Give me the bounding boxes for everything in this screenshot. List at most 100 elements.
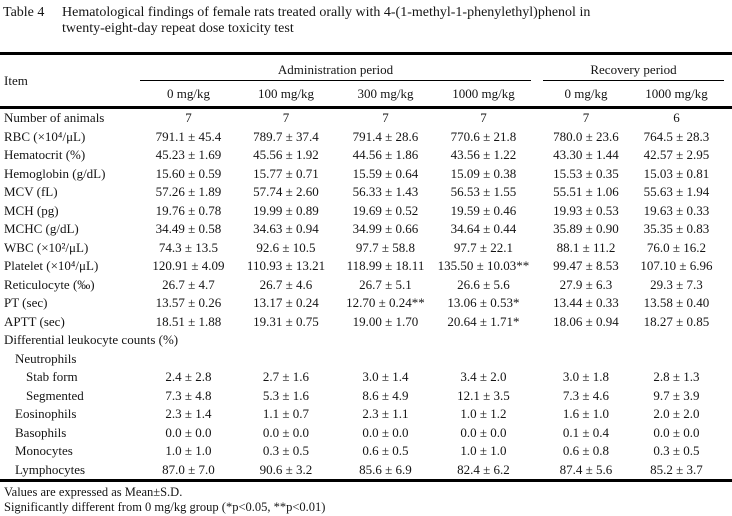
cell-value: 35.89 ± 0.90: [553, 221, 619, 237]
cell-value: 1.1 ± 0.7: [262, 406, 310, 422]
cell-value: 19.69 ± 0.52: [352, 202, 419, 218]
column-gap: [531, 442, 543, 461]
table-row: MCHC (g/dL) 34.49 ± 0.58 34.63 ± 0.94 34.99…: [0, 220, 732, 239]
cell-value: 2.7 ± 1.6: [262, 369, 310, 385]
table-row: Eosinophils 2.3 ± 1.4 1.1 ± 0.7 2.3 ± 1.1 1.…: [0, 405, 732, 424]
cell-value: 13.06 ± 0.53*: [447, 295, 520, 311]
right-margin: [724, 202, 732, 221]
cell-value: 57.74 ± 2.60: [253, 184, 319, 200]
cell-value: 26.7 ± 5.1: [359, 276, 412, 292]
cell-value: 135.50 ± 10.03**: [437, 258, 530, 274]
cell-value: [237, 331, 335, 350]
dose-header-admin-300: 300 mg/kg: [335, 80, 436, 109]
cell-value: 43.30 ± 1.44: [553, 147, 619, 163]
cell-value: 56.33 ± 1.43: [352, 184, 419, 200]
cell-value: 34.63 ± 0.94: [253, 221, 319, 237]
column-gap: [531, 350, 543, 369]
cell-value: 5.3 ± 1.6: [262, 387, 310, 403]
cell-value: 13.57 ± 0.26: [155, 295, 222, 311]
cell-value: 85.6 ± 6.9: [335, 460, 436, 482]
cell-value: 780.0 ± 23.6: [553, 128, 619, 144]
table-header: Item Administration period Recovery peri…: [0, 53, 732, 109]
column-gap: [531, 405, 543, 424]
cell-value: [543, 350, 629, 369]
right-margin: [724, 146, 732, 165]
cell-value: 18.51 ± 1.88: [155, 313, 222, 329]
row-label: Eosinophils: [15, 406, 77, 422]
column-gap: [531, 220, 543, 239]
right-margin: [724, 108, 732, 128]
cell-value: 90.6 ± 3.2: [237, 460, 335, 482]
cell-value: 1.6 ± 1.0: [562, 406, 610, 422]
cell-value: 3.4 ± 2.0: [460, 369, 507, 385]
cell-value: [237, 350, 335, 369]
cell-value: [629, 331, 724, 350]
table-row: MCH (pg) 19.76 ± 0.78 19.99 ± 0.89 19.69 ± …: [0, 202, 732, 221]
column-gap: [531, 257, 543, 276]
cell-value: 0.0 ± 0.0: [653, 424, 700, 440]
right-margin: [724, 294, 732, 313]
cell-value: 34.49 ± 0.58: [155, 221, 222, 237]
table-row: Monocytes 1.0 ± 1.0 0.3 ± 0.5 0.6 ± 0.5 1.0 …: [0, 442, 732, 461]
cell-value: [629, 350, 724, 369]
column-gap: [531, 424, 543, 443]
cell-value: 19.93 ± 0.53: [553, 202, 619, 218]
cell-value: 764.5 ± 28.3: [643, 128, 710, 144]
cell-value: 789.7 ± 37.4: [253, 128, 319, 144]
cell-value: 1.0 ± 1.2: [460, 406, 507, 422]
row-label: MCH (pg): [4, 202, 59, 218]
row-label: APTT (sec): [4, 313, 65, 329]
cell-value: 56.53 ± 1.55: [450, 184, 517, 200]
row-label: RBC (×10⁴/μL): [4, 128, 86, 144]
cell-value: 1.0 ± 1.0: [165, 443, 212, 459]
cell-value: 15.59 ± 0.64: [352, 165, 419, 181]
cell-value: 19.59 ± 0.46: [450, 202, 517, 218]
table-row: APTT (sec) 18.51 ± 1.88 19.31 ± 0.75 19.00 …: [0, 313, 732, 332]
cell-value: 35.35 ± 0.83: [643, 221, 710, 237]
cell-value: 34.99 ± 0.66: [352, 221, 419, 237]
column-gap: [531, 146, 543, 165]
right-margin: [724, 53, 732, 109]
cell-value: [335, 350, 436, 369]
cell-value: 110.93 ± 13.21: [246, 258, 326, 274]
cell-value: 26.7 ± 4.6: [259, 276, 313, 292]
cell-value: 0.3 ± 0.5: [262, 443, 310, 459]
row-label: Stab form: [26, 369, 78, 385]
caption-line-2: twenty-eight-day repeat dose toxicity te…: [62, 21, 294, 36]
cell-value: 15.53 ± 0.35: [553, 165, 619, 181]
caption-text: Hematological findings of female rats tr…: [62, 5, 590, 52]
cell-value: 99.47 ± 8.53: [553, 258, 619, 274]
table-row: Hemoglobin (g/dL) 15.60 ± 0.59 15.77 ± 0.7…: [0, 165, 732, 184]
table-row: Platelet (×10⁴/μL) 120.91 ± 4.09 110.93 ± …: [0, 257, 732, 276]
right-margin: [724, 220, 732, 239]
column-gap: [531, 53, 543, 109]
row-label: Basophils: [15, 424, 67, 440]
right-margin: [724, 424, 732, 443]
column-gap: [531, 294, 543, 313]
cell-value: 7: [480, 110, 487, 126]
table-row: Hematocrit (%) 45.23 ± 1.69 45.56 ± 1.92 44…: [0, 146, 732, 165]
table-caption: Table 4 Hematological findings of female…: [0, 0, 732, 52]
row-label: WBC (×10²/μL): [4, 239, 89, 255]
column-gap: [531, 276, 543, 295]
cell-value: 1.0 ± 1.0: [460, 443, 507, 459]
cell-value: 74.3 ± 13.5: [158, 239, 219, 255]
row-label: Number of animals: [4, 110, 105, 126]
cell-value: 12.70 ± 0.24**: [346, 295, 425, 311]
cell-value: 19.99 ± 0.89: [253, 202, 319, 218]
cell-value: 19.63 ± 0.33: [643, 202, 710, 218]
column-gap: [531, 108, 543, 128]
table-row: Neutrophils: [0, 350, 732, 369]
cell-value: 120.91 ± 4.09: [152, 258, 225, 274]
cell-value: 26.7 ± 4.7: [162, 276, 215, 292]
cell-value: [140, 350, 237, 369]
row-label: Segmented: [26, 387, 84, 403]
row-label: Reticulocyte (‰): [4, 276, 95, 292]
cell-value: 7: [582, 110, 590, 126]
cell-value: 45.56 ± 1.92: [253, 147, 319, 163]
row-label: PT (sec): [4, 295, 48, 311]
cell-value: 19.00 ± 1.70: [352, 313, 419, 329]
table-row: Reticulocyte (‰) 26.7 ± 4.7 26.7 ± 4.6 26.7…: [0, 276, 732, 295]
footnote-mean-sd: Values are expressed as Mean±S.D.: [4, 485, 183, 499]
right-margin: [724, 350, 732, 369]
